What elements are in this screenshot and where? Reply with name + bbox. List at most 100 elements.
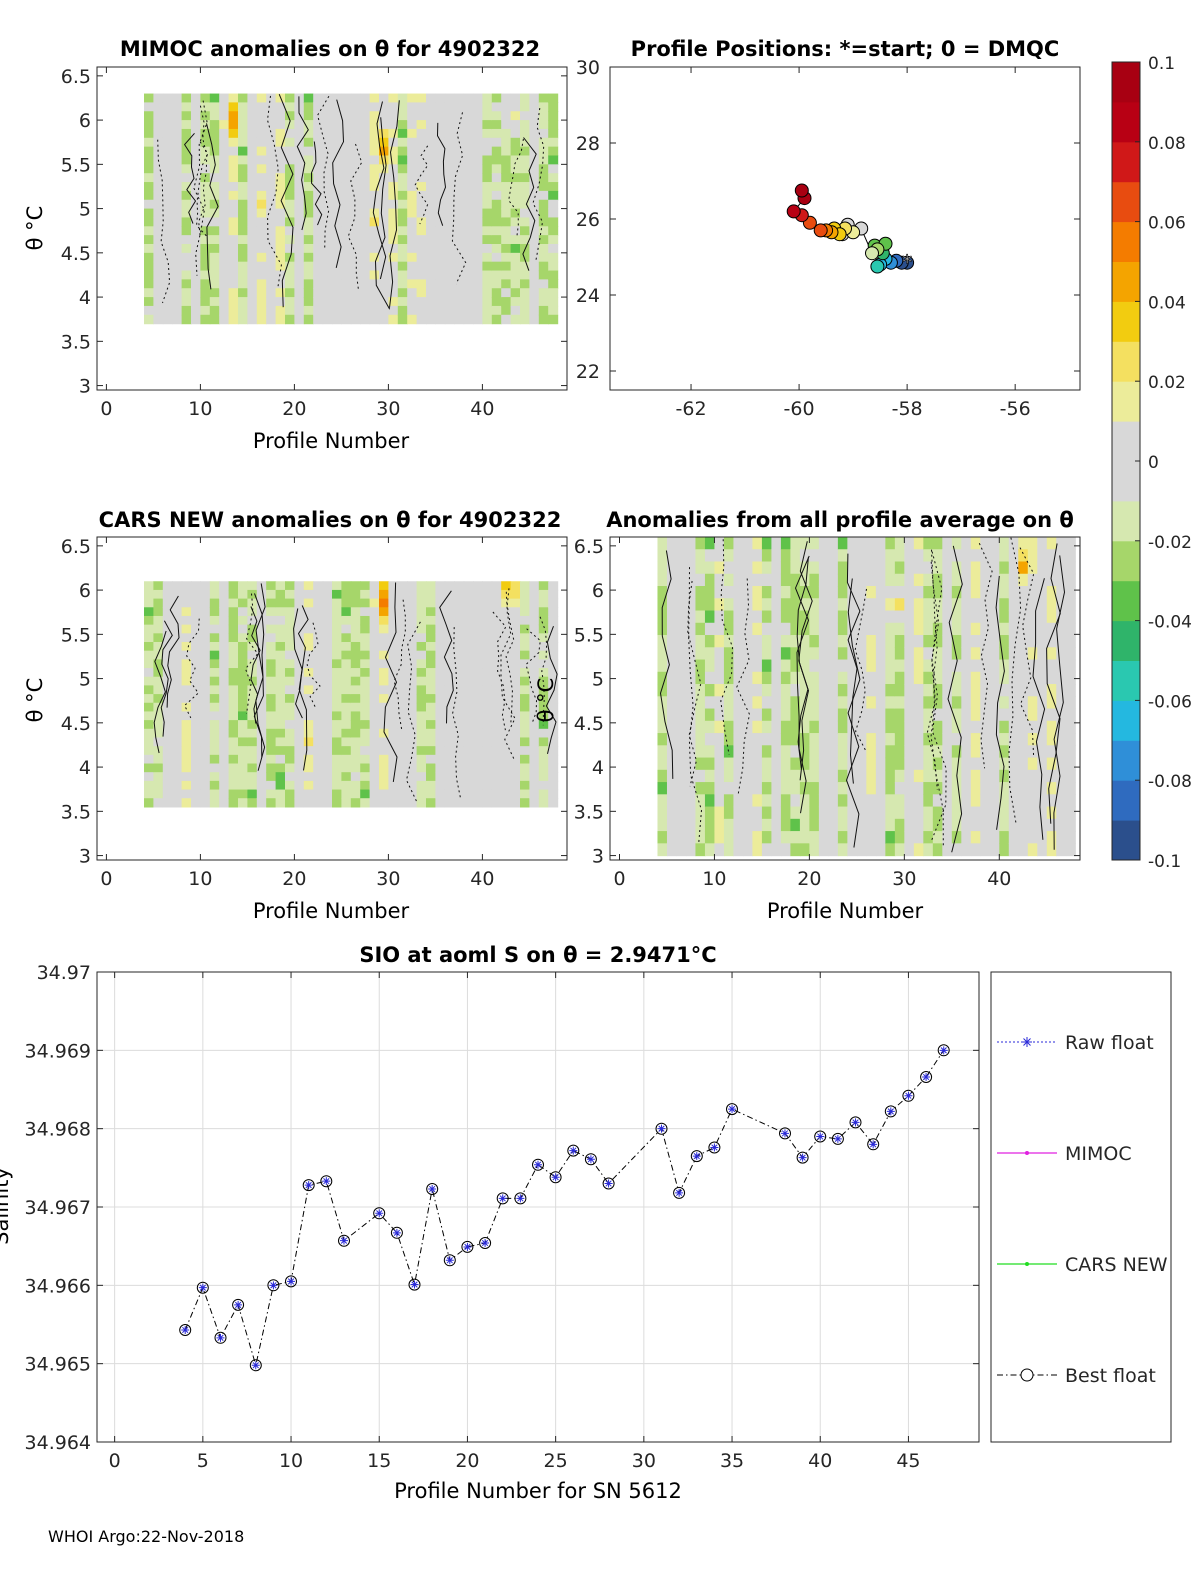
heat-cell <box>999 757 1010 771</box>
heat-cell <box>388 789 399 799</box>
heat-cell <box>426 650 436 660</box>
heat-cell <box>742 818 754 832</box>
heat-cell <box>961 818 972 832</box>
heat-cell <box>397 217 408 227</box>
heat-cell <box>538 226 549 236</box>
heat-cell <box>426 581 436 591</box>
heat-cell <box>285 789 295 799</box>
heat-cell <box>923 598 934 612</box>
heat-cell <box>369 702 380 713</box>
heat-cell <box>847 610 858 624</box>
heat-cell <box>416 137 427 148</box>
heat-cell <box>704 537 716 550</box>
heat-cell <box>162 164 173 174</box>
axes-frame <box>96 66 568 391</box>
heat-cell <box>303 798 314 808</box>
heat-cell <box>360 235 371 245</box>
heat-cell <box>923 831 934 844</box>
best-float-point-5 <box>267 1279 280 1292</box>
heat-cell <box>520 702 530 713</box>
heat-cell <box>397 190 408 201</box>
heat-cell <box>1046 757 1057 771</box>
heat-cell <box>247 607 258 617</box>
heat-cell <box>388 199 399 210</box>
heat-cell <box>313 93 324 103</box>
heat-cell <box>369 111 380 121</box>
heat-cell <box>529 111 540 121</box>
heat-cell <box>1056 782 1067 795</box>
heat-cell <box>733 671 744 685</box>
heat-cell <box>482 728 493 739</box>
heat-cell <box>285 746 295 756</box>
heat-cell <box>200 728 211 739</box>
heat-cell <box>538 297 549 307</box>
heat-cell <box>341 789 352 799</box>
heat-cell <box>548 789 559 799</box>
heat-cell <box>875 794 886 808</box>
heat-cell <box>162 798 173 808</box>
heat-cell <box>219 711 230 721</box>
heat-cell <box>209 120 220 130</box>
heat-cell <box>1056 708 1067 722</box>
heat-cell <box>294 754 305 765</box>
heat-cell <box>463 581 474 591</box>
heat-cell <box>416 589 427 600</box>
heat-cell <box>520 208 530 219</box>
heat-cell <box>1037 769 1048 783</box>
heat-cell <box>162 789 173 799</box>
heat-cell <box>407 297 418 307</box>
raw-float-point-3 <box>234 1300 243 1309</box>
heat-cell <box>761 782 773 795</box>
heat-cell <box>771 733 782 746</box>
heat-cell <box>866 598 877 612</box>
colorbar-segment-2 <box>1112 740 1140 781</box>
heat-cell <box>322 642 333 652</box>
heat-cell <box>275 305 286 316</box>
heat-cell <box>752 696 763 710</box>
heat-cell <box>191 235 201 245</box>
heat-cell <box>285 737 295 747</box>
heat-cell <box>426 199 436 210</box>
heat-cell <box>266 737 277 747</box>
heat-cell <box>294 305 305 316</box>
heat-cell <box>685 537 697 550</box>
heat-cell <box>416 798 427 808</box>
heat-cell <box>228 235 239 245</box>
heat-cell <box>790 549 801 563</box>
heat-cell <box>322 789 333 799</box>
heat-cell <box>666 831 678 844</box>
heat-cell <box>369 746 380 756</box>
heat-cell <box>303 754 314 765</box>
heat-cell <box>181 146 192 157</box>
heat-cell <box>723 818 735 832</box>
heat-cell <box>473 798 483 808</box>
colorbar-tick-label-2: 0.06 <box>1148 214 1186 234</box>
heat-cell <box>1056 818 1067 832</box>
heat-cell <box>379 642 389 652</box>
heat-cell <box>818 610 829 624</box>
heat-cell <box>761 549 773 563</box>
heat-cell <box>771 549 782 563</box>
heat-cell <box>191 279 201 289</box>
heat-cell <box>266 798 277 808</box>
y-tick-label-4: 5 <box>79 199 91 221</box>
heat-cell <box>332 728 342 739</box>
heat-cell <box>704 561 716 575</box>
heat-cell <box>407 155 418 165</box>
heat-cell <box>407 702 418 713</box>
heat-cell <box>704 549 716 563</box>
heat-cell <box>733 586 744 599</box>
heat-cell <box>397 128 408 139</box>
heat-cell <box>657 806 668 820</box>
heat-cell <box>913 635 924 648</box>
heat-cell <box>970 794 981 808</box>
heat-cell <box>181 789 192 799</box>
heat-cell <box>341 173 352 183</box>
heat-cell <box>1008 757 1019 771</box>
heat-cell <box>856 586 867 599</box>
heat-cell <box>538 624 549 634</box>
heat-cell <box>256 711 267 721</box>
heat-cell <box>172 270 183 280</box>
heat-cell <box>219 581 230 591</box>
